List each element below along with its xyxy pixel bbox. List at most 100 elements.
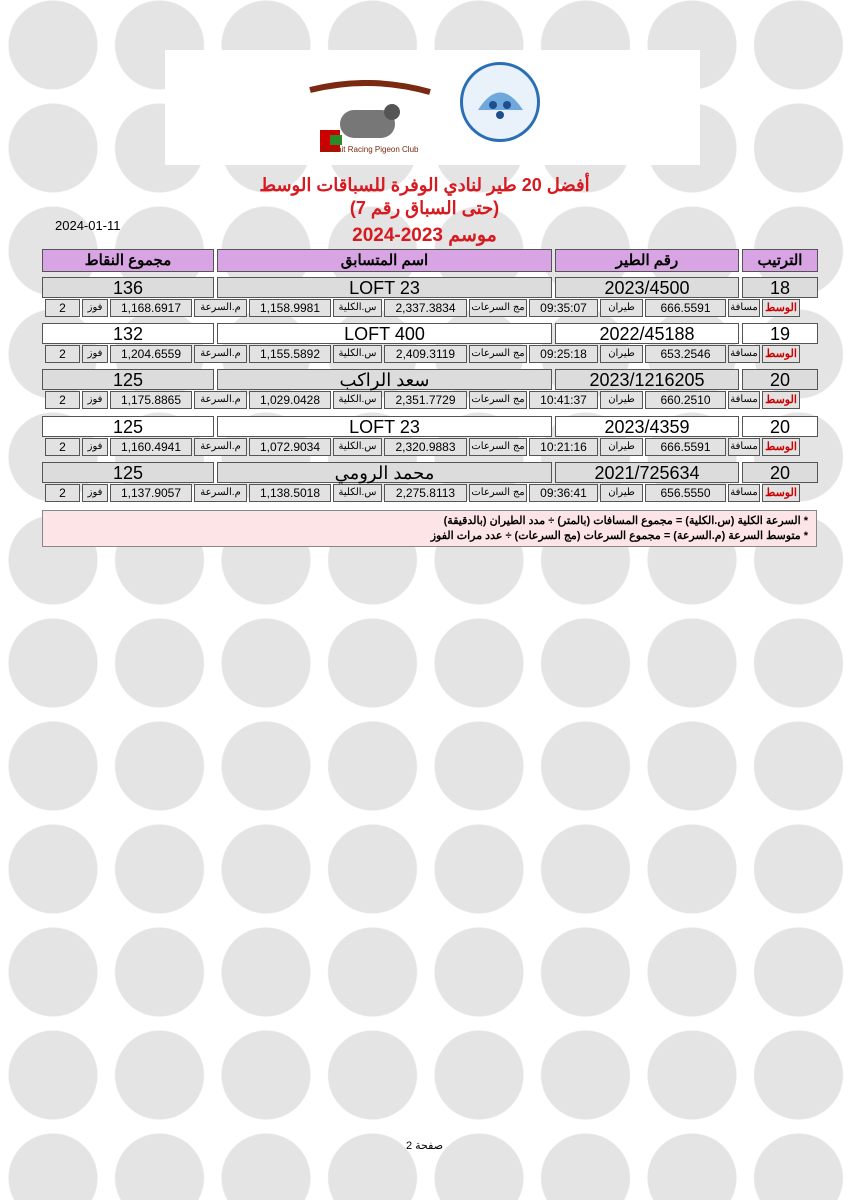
cell-points: 132	[42, 323, 214, 344]
cell-pigeon: 2023/4500	[555, 277, 739, 298]
label-category: الوسط	[762, 345, 800, 363]
value-wins: 2	[45, 438, 80, 456]
value-wins: 2	[45, 299, 80, 317]
note-total-speed: * السرعة الكلية (س.الكلية) = مجموع المسا…	[443, 515, 808, 527]
label-flight: طيران	[600, 299, 643, 317]
value-flight: 09:35:07	[529, 299, 598, 317]
cell-points: 125	[42, 416, 214, 437]
value-distance: 653.2546	[645, 345, 726, 363]
club-logo: Kuwait Racing Pigeon Club	[300, 80, 440, 155]
report-date: 2024-01-11	[55, 218, 121, 233]
value-sum_speeds: 2,351.7729	[384, 391, 467, 409]
label-distance: مسافة	[728, 345, 760, 363]
value-total_speed: 1,072.9034	[249, 438, 331, 456]
logo-area	[165, 50, 700, 165]
value-distance: 656.5550	[645, 484, 726, 502]
value-total_speed: 1,155.5892	[249, 345, 331, 363]
value-avg_speed: 1,204.6559	[110, 345, 192, 363]
value-wins: 2	[45, 484, 80, 502]
label-sum_speeds: مج السرعات	[469, 484, 527, 502]
label-category: الوسط	[762, 299, 800, 317]
value-sum_speeds: 2,337.3834	[384, 299, 467, 317]
cell-pigeon: 2023/4359	[555, 416, 739, 437]
header-name: اسم المتسابق	[217, 249, 552, 272]
value-distance: 660.2510	[645, 391, 726, 409]
cell-points: 125	[42, 369, 214, 390]
label-category: الوسط	[762, 391, 800, 409]
cell-points: 125	[42, 462, 214, 483]
label-total_speed: س.الكلية	[333, 391, 382, 409]
cell-name: LOFT 23	[217, 416, 552, 437]
season-label: موسم 2023-2024	[352, 225, 497, 246]
label-total_speed: س.الكلية	[333, 299, 382, 317]
value-avg_speed: 1,168.6917	[110, 299, 192, 317]
label-sum_speeds: مج السرعات	[469, 391, 527, 409]
label-flight: طيران	[600, 345, 643, 363]
federation-logo	[460, 62, 540, 142]
value-wins: 2	[45, 345, 80, 363]
value-sum_speeds: 2,275.8113	[384, 484, 467, 502]
label-distance: مسافة	[728, 438, 760, 456]
cell-name: LOFT 400	[217, 323, 552, 344]
label-flight: طيران	[600, 391, 643, 409]
label-distance: مسافة	[728, 484, 760, 502]
value-distance: 666.5591	[645, 438, 726, 456]
label-sum_speeds: مج السرعات	[469, 345, 527, 363]
label-distance: مسافة	[728, 391, 760, 409]
cell-pigeon: 2023/1216205	[555, 369, 739, 390]
value-avg_speed: 1,175.8865	[110, 391, 192, 409]
cell-points: 136	[42, 277, 214, 298]
cell-rank: 20	[742, 462, 818, 483]
label-category: الوسط	[762, 484, 800, 502]
cell-name: سعد الراكب	[217, 369, 552, 390]
value-total_speed: 1,029.0428	[249, 391, 331, 409]
cell-name: LOFT 23	[217, 277, 552, 298]
cell-pigeon: 2022/45188	[555, 323, 739, 344]
value-avg_speed: 1,137.9057	[110, 484, 192, 502]
notes-box: * السرعة الكلية (س.الكلية) = مجموع المسا…	[42, 510, 817, 547]
cell-rank: 19	[742, 323, 818, 344]
header-pigeon: رقم الطير	[555, 249, 739, 272]
svg-text:Kuwait Racing Pigeon Club: Kuwait Racing Pigeon Club	[322, 145, 419, 154]
label-wins: فوز	[82, 299, 108, 317]
value-wins: 2	[45, 391, 80, 409]
note-avg-speed: * متوسط السرعة (م.السرعة) = مجموع السرعا…	[430, 530, 808, 542]
label-avg_speed: م.السرعة	[194, 345, 247, 363]
label-sum_speeds: مج السرعات	[469, 438, 527, 456]
label-distance: مسافة	[728, 299, 760, 317]
cell-pigeon: 2021/725634	[555, 462, 739, 483]
label-total_speed: س.الكلية	[333, 484, 382, 502]
label-avg_speed: م.السرعة	[194, 391, 247, 409]
label-sum_speeds: مج السرعات	[469, 299, 527, 317]
label-wins: فوز	[82, 391, 108, 409]
cell-rank: 20	[742, 369, 818, 390]
value-sum_speeds: 2,409.3119	[384, 345, 467, 363]
label-avg_speed: م.السرعة	[194, 299, 247, 317]
value-avg_speed: 1,160.4941	[110, 438, 192, 456]
label-total_speed: س.الكلية	[333, 438, 382, 456]
label-wins: فوز	[82, 438, 108, 456]
cell-rank: 18	[742, 277, 818, 298]
value-flight: 10:21:16	[529, 438, 598, 456]
report-title: أفضل 20 طير لنادي الوفرة للسباقات الوسط	[259, 175, 590, 195]
page-number: صفحة 2	[405, 1140, 444, 1152]
header-points: مجموع النقاط	[42, 249, 214, 272]
label-wins: فوز	[82, 484, 108, 502]
cell-rank: 20	[742, 416, 818, 437]
label-flight: طيران	[600, 438, 643, 456]
label-avg_speed: م.السرعة	[194, 438, 247, 456]
value-total_speed: 1,138.5018	[249, 484, 331, 502]
label-wins: فوز	[82, 345, 108, 363]
value-flight: 10:41:37	[529, 391, 598, 409]
value-total_speed: 1,158.9981	[249, 299, 331, 317]
report-subtitle: (حتى السباق رقم 7)	[349, 198, 500, 218]
value-sum_speeds: 2,320.9883	[384, 438, 467, 456]
label-total_speed: س.الكلية	[333, 345, 382, 363]
header-rank: الترتيب	[742, 249, 818, 272]
label-flight: طيران	[600, 484, 643, 502]
label-category: الوسط	[762, 438, 800, 456]
value-distance: 666.5591	[645, 299, 726, 317]
value-flight: 09:25:18	[529, 345, 598, 363]
label-avg_speed: م.السرعة	[194, 484, 247, 502]
value-flight: 09:36:41	[529, 484, 598, 502]
